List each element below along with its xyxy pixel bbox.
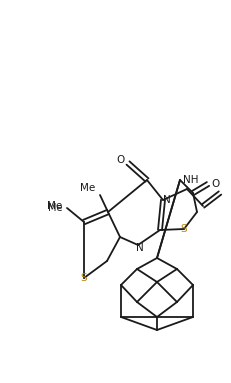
Text: Me: Me [48,203,62,213]
Text: NH: NH [183,175,198,185]
Text: N: N [163,195,171,205]
Text: Me: Me [47,201,62,211]
Text: S: S [81,273,87,283]
Text: Me: Me [80,183,95,193]
Text: O: O [117,155,125,165]
Text: N: N [136,243,144,253]
Text: S: S [181,224,187,234]
Text: O: O [211,179,219,189]
